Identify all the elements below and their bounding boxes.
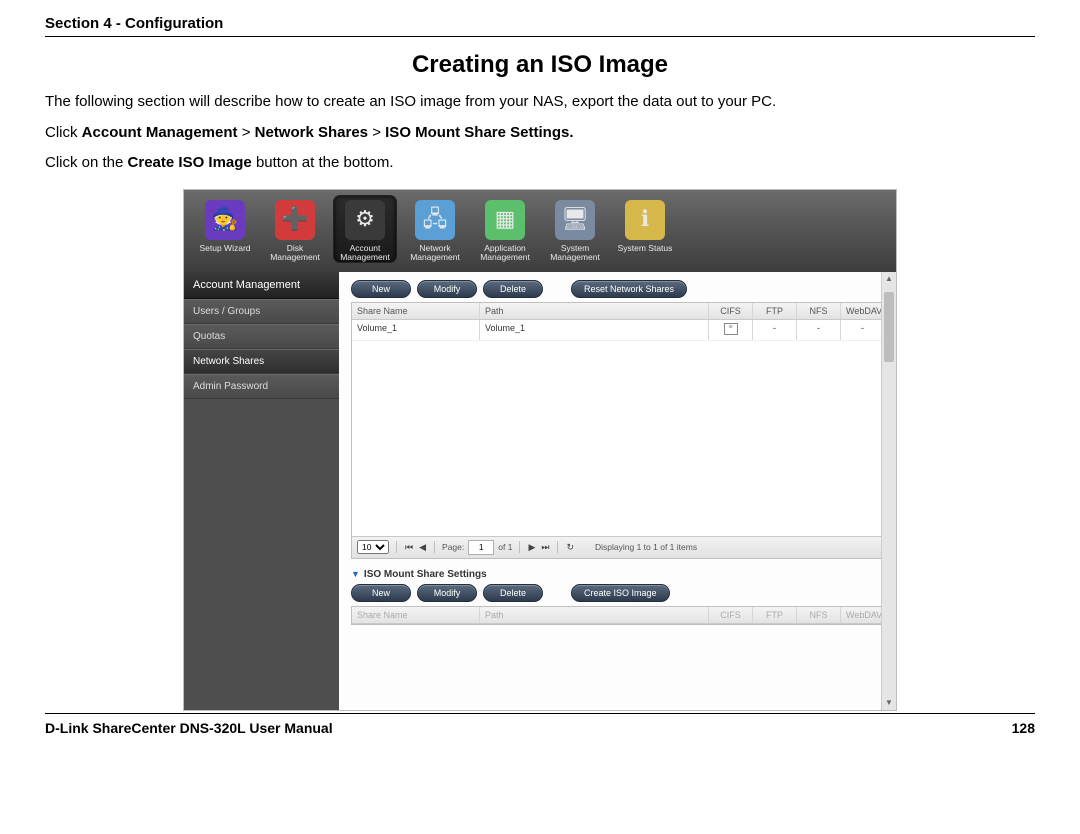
- toolbar-icon: ℹ: [625, 200, 665, 240]
- pagination-status: Displaying 1 to 1 of 1 items: [595, 542, 697, 552]
- button-row-shares: New Modify Delete Reset Network Shares: [351, 280, 886, 298]
- scroll-up-icon[interactable]: ▲: [882, 272, 896, 286]
- col-cifs[interactable]: CIFS: [709, 303, 753, 319]
- section-header: Section 4 - Configuration: [45, 15, 1035, 37]
- paragraph-intro: The following section will describe how …: [45, 91, 1035, 114]
- col-cifs[interactable]: CIFS: [709, 607, 753, 623]
- toolbar-item-application-management[interactable]: ▦ Application Management: [474, 196, 536, 263]
- top-toolbar: 🧙 Setup Wizard ➕ Disk Management ⚙ Account Ma…: [184, 190, 896, 278]
- iso-modify-button[interactable]: Modify: [417, 584, 477, 602]
- sidebar-filler: [184, 399, 339, 710]
- toolbar-label: Setup Wizard: [194, 244, 256, 253]
- button-name-ref: Create ISO Image: [128, 154, 252, 171]
- toolbar-label: Account Management: [334, 244, 396, 263]
- col-nfs[interactable]: NFS: [797, 303, 841, 319]
- main-panel: New Modify Delete Reset Network Shares S…: [339, 272, 896, 710]
- cell-ftp: -: [753, 320, 797, 340]
- toolbar-icon: ➕: [275, 200, 315, 240]
- text: Click: [45, 124, 82, 141]
- iso-delete-button[interactable]: Delete: [483, 584, 543, 602]
- page-label: Page:: [442, 542, 464, 552]
- cell-share-name: Volume_1: [352, 320, 480, 340]
- toolbar-icon: ▦: [485, 200, 525, 240]
- page-title: Creating an ISO Image: [45, 51, 1035, 79]
- toolbar-label: Disk Management: [264, 244, 326, 263]
- table-pagination: 10 ⏮ ◀ Page: of 1 ▶ ⏭ ↻ Di: [352, 536, 885, 558]
- sidebar-header: Account Management: [184, 272, 339, 299]
- col-share-name[interactable]: Share Name: [352, 303, 480, 319]
- breadcrumb-part-2: Network Shares: [255, 124, 368, 141]
- col-webdav[interactable]: WebDAV: [841, 607, 885, 623]
- toolbar-label: Application Management: [474, 244, 536, 263]
- refresh-icon[interactable]: ↻: [565, 542, 575, 553]
- col-path[interactable]: Path: [480, 607, 709, 623]
- last-page-icon[interactable]: ⏭: [540, 542, 550, 553]
- create-iso-image-button[interactable]: Create ISO Image: [571, 584, 670, 602]
- toolbar-icon: 🖥: [555, 200, 595, 240]
- col-nfs[interactable]: NFS: [797, 607, 841, 623]
- page-footer: D-Link ShareCenter DNS-320L User Manual …: [45, 713, 1035, 736]
- network-shares-table: Share Name Path CIFS FTP NFS WebDAV Volu…: [351, 302, 886, 559]
- col-share-name[interactable]: Share Name: [352, 607, 480, 623]
- toolbar-label: Network Management: [404, 244, 466, 263]
- text: button at the bottom.: [256, 154, 394, 171]
- cell-cifs: ≡: [709, 320, 753, 340]
- sidebar-item-users-groups[interactable]: Users / Groups: [184, 299, 339, 324]
- button-row-iso: New Modify Delete Create ISO Image: [351, 584, 886, 602]
- breadcrumb-part-3: ISO Mount Share Settings.: [385, 124, 573, 141]
- col-ftp[interactable]: FTP: [753, 303, 797, 319]
- app-screenshot: 🧙Setup Wizard➕Disk Management⚙Account Ma…: [183, 189, 897, 711]
- accordion-label: ISO Mount Share Settings: [364, 569, 487, 580]
- cell-webdav: -: [841, 320, 885, 340]
- toolbar-item-setup-wizard[interactable]: 🧙 Setup Wizard: [194, 196, 256, 253]
- iso-new-button[interactable]: New: [351, 584, 411, 602]
- toolbar-icon: 🖧: [415, 200, 455, 240]
- iso-mount-accordion[interactable]: ▼ ISO Mount Share Settings: [351, 569, 886, 580]
- toolbar-icon: ⚙: [345, 200, 385, 240]
- footer-page-number: 128: [1012, 720, 1035, 736]
- vertical-scrollbar[interactable]: ▲ ▼: [881, 272, 896, 710]
- new-button[interactable]: New: [351, 280, 411, 298]
- toolbar-label: System Management: [544, 244, 606, 263]
- paragraph-instruction: Click on the Create ISO Image button at …: [45, 152, 1035, 175]
- cell-nfs: -: [797, 320, 841, 340]
- toolbar-item-disk-management[interactable]: ➕ Disk Management: [264, 196, 326, 263]
- scroll-thumb[interactable]: [884, 292, 894, 362]
- toolbar-item-account-management[interactable]: ⚙ Account Management: [334, 196, 396, 263]
- sidebar-item-network-shares[interactable]: Network Shares: [184, 349, 339, 374]
- paragraph-path: Click Account Management > Network Share…: [45, 122, 1035, 145]
- cifs-doc-icon: ≡: [724, 323, 738, 335]
- toolbar-item-system-management[interactable]: 🖥 System Management: [544, 196, 606, 263]
- breadcrumb-part-1: Account Management: [82, 124, 238, 141]
- page-size-select[interactable]: 10: [357, 540, 389, 554]
- toolbar-item-network-management[interactable]: 🖧 Network Management: [404, 196, 466, 263]
- toolbar-label: System Status: [614, 244, 676, 253]
- col-ftp[interactable]: FTP: [753, 607, 797, 623]
- sidebar: Account Management Users / GroupsQuotasN…: [184, 272, 339, 710]
- page-of: of 1: [498, 542, 512, 552]
- table-row[interactable]: Volume_1 Volume_1 ≡ - - -: [352, 320, 885, 341]
- breadcrumb-sep: >: [372, 124, 385, 141]
- footer-manual-title: D-Link ShareCenter DNS-320L User Manual: [45, 720, 333, 736]
- prev-page-icon[interactable]: ◀: [418, 542, 427, 553]
- col-path[interactable]: Path: [480, 303, 709, 319]
- breadcrumb-sep: >: [242, 124, 255, 141]
- scroll-down-icon[interactable]: ▼: [882, 696, 896, 710]
- first-page-icon[interactable]: ⏮: [404, 542, 414, 553]
- text: Click on the: [45, 154, 128, 171]
- chevron-down-icon: ▼: [351, 569, 360, 579]
- col-webdav[interactable]: WebDAV: [841, 303, 885, 319]
- sidebar-item-quotas[interactable]: Quotas: [184, 324, 339, 349]
- reset-network-shares-button[interactable]: Reset Network Shares: [571, 280, 687, 298]
- toolbar-item-system-status[interactable]: ℹ System Status: [614, 196, 676, 253]
- iso-shares-table: Share Name Path CIFS FTP NFS WebDAV: [351, 606, 886, 625]
- page-input[interactable]: [468, 540, 494, 555]
- toolbar-icon: 🧙: [205, 200, 245, 240]
- modify-button[interactable]: Modify: [417, 280, 477, 298]
- sidebar-item-admin-password[interactable]: Admin Password: [184, 374, 339, 399]
- next-page-icon[interactable]: ▶: [527, 542, 536, 553]
- cell-path: Volume_1: [480, 320, 709, 340]
- delete-button[interactable]: Delete: [483, 280, 543, 298]
